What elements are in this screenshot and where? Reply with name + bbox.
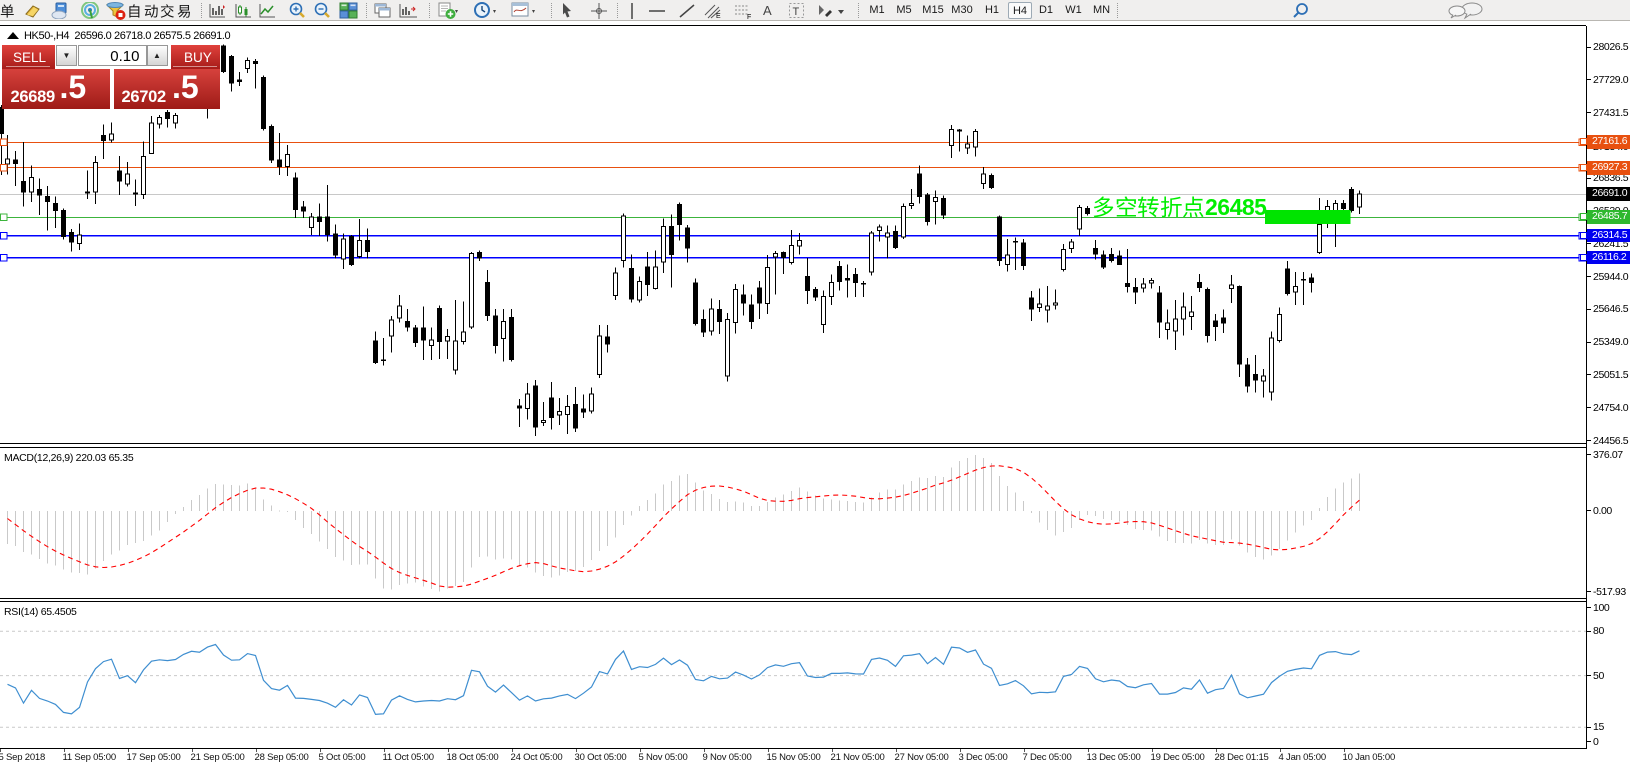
svg-text:E: E xyxy=(716,13,721,20)
svg-text:F: F xyxy=(747,14,751,20)
svg-text:T: T xyxy=(793,6,800,18)
